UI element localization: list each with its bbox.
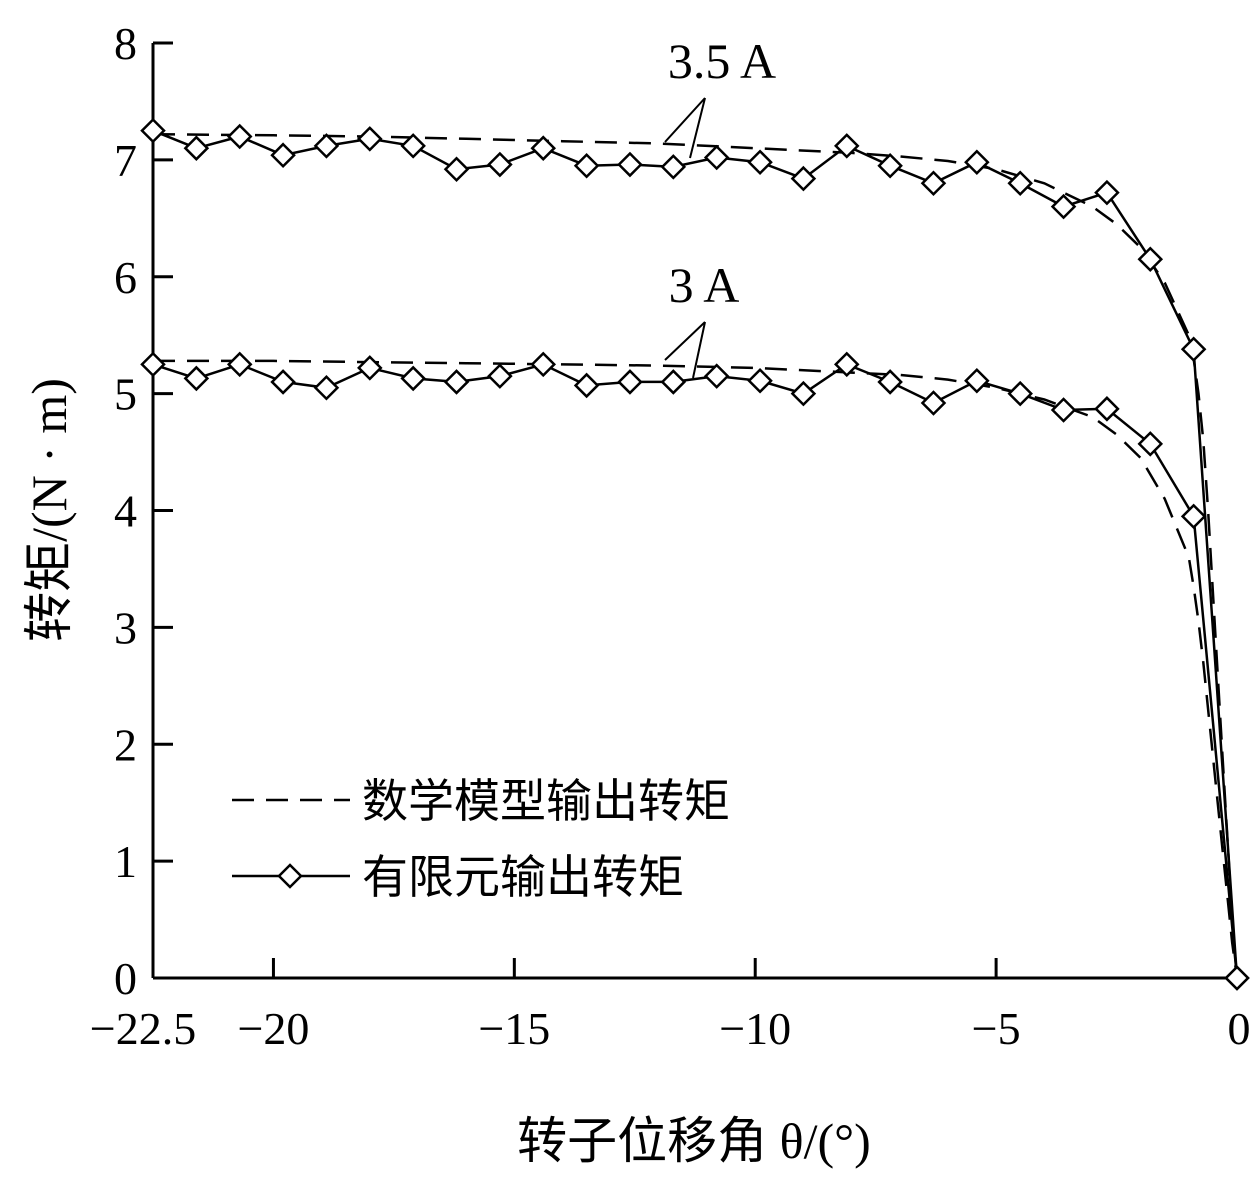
data-point [487, 363, 513, 389]
data-point [833, 133, 860, 159]
annotation-leader [689, 97, 706, 159]
legend-item: 数学模型输出转矩 [232, 776, 730, 827]
data-point [183, 135, 210, 161]
y-tick-label: 7 [114, 135, 137, 186]
y-tick-label: 0 [114, 953, 137, 1004]
data-point [1137, 246, 1164, 272]
data-point [357, 355, 383, 381]
series-line [153, 359, 1239, 979]
annotation-leader [664, 321, 706, 361]
x-tick-label: −10 [719, 1003, 791, 1054]
data-point [617, 369, 643, 395]
data-point [400, 365, 426, 392]
annotation-leader [692, 321, 706, 379]
data-point [573, 372, 600, 399]
legend-item: 有限元输出转矩 [232, 852, 684, 903]
data-point [1050, 193, 1077, 220]
series-3A-model [153, 359, 1239, 979]
data-point [313, 133, 340, 159]
data-point [1007, 170, 1033, 197]
x-tick-label: −5 [972, 1003, 1021, 1054]
data-point [530, 351, 557, 378]
series-3_5A-fem [140, 117, 1250, 991]
data-point [747, 149, 773, 175]
data-point [660, 154, 687, 180]
legend-label: 有限元输出转矩 [362, 852, 684, 903]
data-point [964, 149, 990, 175]
series-line [152, 362, 1239, 979]
data-point [1180, 336, 1207, 362]
x-tick-label: 0 [1228, 1003, 1251, 1054]
axes: 0 1 2 3 4 5 6 7 8 −22.5 −20 −15 −10 −5 0 [90, 18, 1251, 1054]
legend-diamond-marker [277, 863, 303, 889]
data-point [1137, 431, 1164, 457]
y-tick-label: 8 [114, 18, 137, 69]
data-point [270, 142, 296, 168]
annotation-layer: 3.5 A 3 A [664, 33, 776, 379]
data-point [617, 151, 643, 178]
y-tick-label: 1 [114, 836, 137, 887]
data-point [1007, 380, 1033, 407]
data-point [703, 363, 730, 389]
data-point [1094, 179, 1120, 206]
y-tick-label: 6 [114, 252, 137, 303]
series-3A-fem [140, 351, 1250, 991]
data-point [487, 151, 513, 178]
x-axis-label: 转子位移角 θ/(°) [517, 1113, 871, 1169]
y-axis-label: 转矩/(N · m) [21, 378, 77, 642]
data-point [1050, 397, 1077, 423]
y-tick-label: 4 [114, 486, 137, 537]
data-point [660, 369, 687, 395]
data-point [270, 369, 296, 395]
data-point [790, 165, 817, 192]
data-point [703, 144, 730, 171]
annotation-leader [664, 97, 706, 143]
data-point [964, 368, 990, 394]
data-point [877, 152, 903, 179]
data-point [140, 117, 166, 144]
data-point [443, 369, 470, 395]
data-point [1224, 965, 1250, 991]
x-tick-label: −22.5 [90, 1003, 196, 1054]
data-point [1094, 396, 1120, 422]
annotation-label: 3 A [669, 257, 740, 313]
y-tick-label: 3 [114, 602, 137, 653]
data-point [530, 135, 557, 161]
data-point [313, 375, 340, 401]
x-tick-label: −15 [478, 1003, 550, 1054]
x-tick-label: −20 [237, 1003, 309, 1054]
data-point [1180, 503, 1207, 530]
data-point [400, 133, 426, 159]
data-point [920, 390, 947, 416]
data-point [226, 351, 253, 378]
data-point [747, 368, 773, 394]
legend-label: 数学模型输出转矩 [362, 776, 730, 827]
y-tick-label: 5 [114, 369, 137, 420]
annotation-label: 3.5 A [668, 33, 776, 89]
data-point [790, 380, 817, 407]
data-point [226, 123, 253, 150]
data-point [877, 369, 903, 395]
y-tick-label: 2 [114, 719, 137, 770]
data-point [183, 365, 210, 392]
data-point [920, 170, 947, 197]
data-point [833, 351, 860, 378]
series-layer [140, 117, 1250, 991]
data-point [443, 156, 470, 182]
data-point [357, 126, 383, 152]
data-point [140, 351, 166, 378]
data-point [573, 152, 600, 179]
